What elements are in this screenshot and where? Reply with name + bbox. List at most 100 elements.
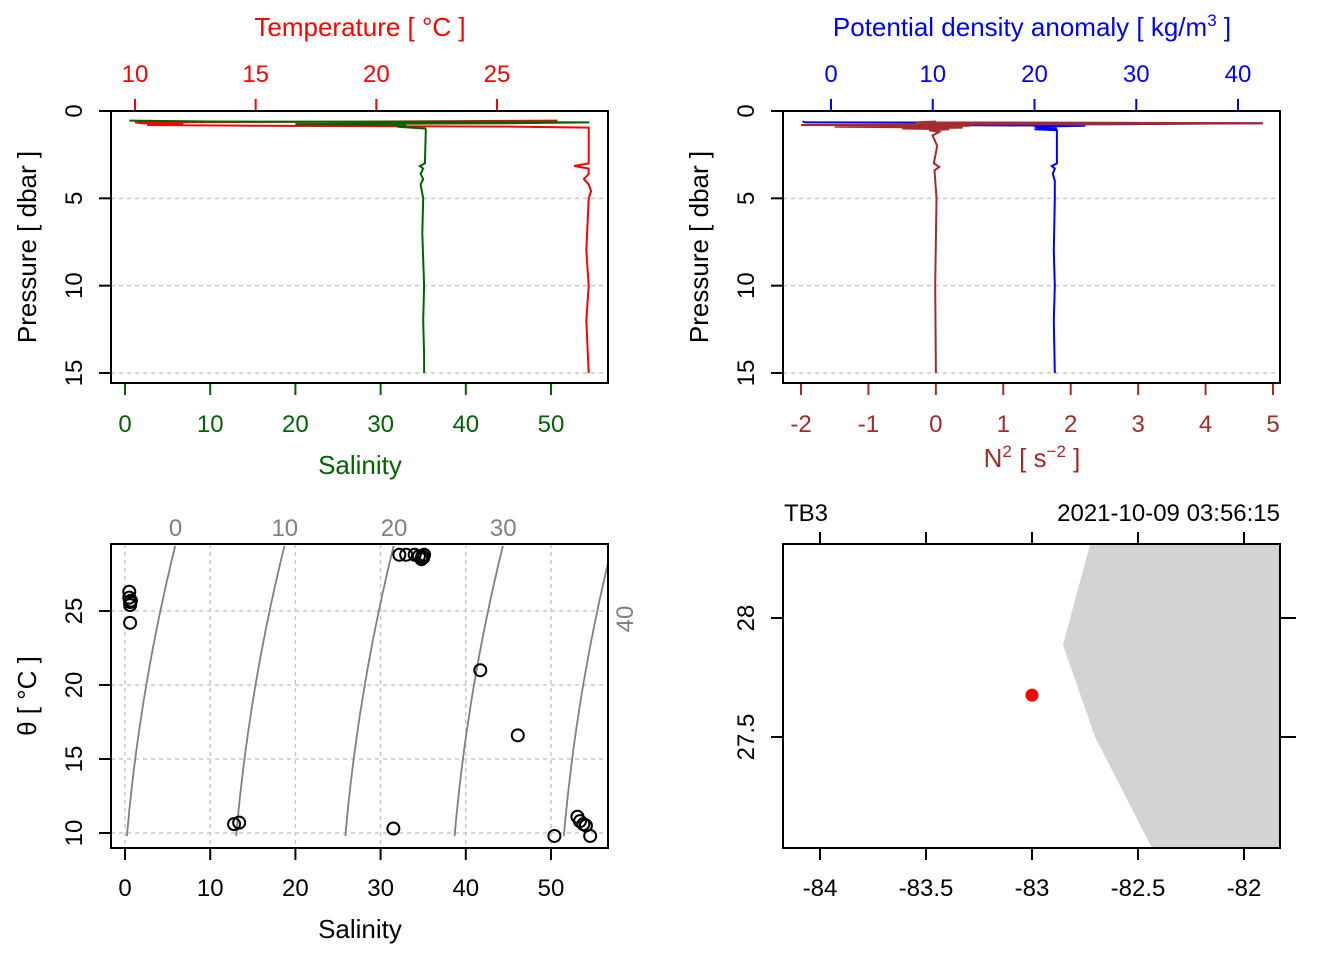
x-tick-label: 20	[282, 875, 309, 902]
salinity-tick-label: 0	[118, 411, 131, 438]
ts-point	[123, 615, 138, 630]
n2-superscript: 2	[1002, 442, 1011, 461]
theta-axis-title: θ [ °C ]	[12, 656, 42, 736]
y-tick-label: 20	[61, 672, 88, 699]
y-tick-label: 15	[61, 360, 88, 387]
plot-frame	[782, 543, 1281, 849]
temperature-tick-label: 15	[242, 61, 269, 88]
n2-tick-label: 5	[1266, 411, 1279, 438]
y-tick-label: 10	[733, 272, 760, 299]
n2-tick-label: 4	[1199, 411, 1212, 438]
lon-tick-label: -83.5	[899, 875, 954, 902]
contour-label: 10	[271, 515, 298, 542]
density-tick-label: 20	[1021, 61, 1048, 88]
lat-tick-label: 28	[733, 605, 760, 632]
ts-point	[232, 815, 247, 830]
salinity-tick-label: 20	[282, 411, 309, 438]
x-tick-label: 0	[118, 875, 131, 902]
title-end: ]	[1217, 12, 1231, 42]
y-tick-label: 10	[61, 272, 88, 299]
ts-point	[392, 547, 407, 562]
contour-label: 0	[169, 515, 182, 542]
density-contour	[453, 545, 504, 837]
lon-tick-label: -84	[803, 875, 838, 902]
density-contour	[235, 545, 286, 837]
temperature-tick-label: 25	[484, 61, 511, 88]
salinity-axis-title: Salinity	[318, 914, 402, 944]
lon-tick-label: -83	[1015, 875, 1050, 902]
n2-tick-label: 3	[1131, 411, 1144, 438]
temperature-salinity-panel: 0 5 10 15 0 10 20 30 40 50 10 15 20 25 Temperature [ °…	[12, 12, 609, 480]
y-tick-label: 0	[733, 104, 760, 117]
y-tick-label: 15	[61, 746, 88, 773]
salinity-tick-label: 50	[538, 411, 565, 438]
n2-tick-label: 2	[1064, 411, 1077, 438]
salinity-profile-line	[129, 119, 590, 373]
contour-label: 20	[381, 515, 408, 542]
ts-point	[415, 549, 430, 564]
x-tick-label: 40	[452, 875, 479, 902]
y-tick-label: 10	[61, 820, 88, 847]
plot-frame	[782, 110, 1281, 384]
station-marker	[1025, 688, 1039, 702]
plot-frame	[110, 110, 609, 384]
salinity-tick-label: 30	[367, 411, 394, 438]
density-tick-label: 10	[919, 61, 946, 88]
pressure-axis-title: Pressure [ dbar ]	[12, 151, 42, 343]
station-map-panel: -84 -83.5 -83 -82.5 -82 27.5 28 TB3 2021-10-09 0…	[733, 500, 1296, 902]
n2-unit-superscript: −2	[1047, 442, 1066, 461]
density-axis-title: Potential density anomaly [ kg/m3 ]	[833, 11, 1231, 42]
contour-label: 40	[612, 606, 639, 633]
density-tick-label: 40	[1225, 61, 1252, 88]
ts-point	[547, 828, 562, 843]
ts-point	[123, 593, 138, 608]
contour-label: 30	[490, 515, 517, 542]
temperature-profile-line	[134, 119, 593, 374]
lat-tick-label: 27.5	[733, 714, 760, 761]
station-datetime: 2021-10-09 03:56:15	[1057, 500, 1280, 527]
n2-tick-label: 0	[929, 411, 942, 438]
n2-profile-line	[800, 120, 1263, 374]
x-tick-label: 50	[538, 875, 565, 902]
y-tick-label: 15	[733, 360, 760, 387]
n2-unit: [ s	[1012, 443, 1047, 473]
ts-point	[473, 663, 488, 678]
temperature-axis-title: Temperature [ °C ]	[254, 12, 465, 42]
salinity-axis-title: Salinity	[318, 450, 402, 480]
x-tick-label: 10	[197, 875, 224, 902]
x-tick-label: 30	[367, 875, 394, 902]
n2-tick-label: -2	[790, 411, 811, 438]
title-text: Potential density anomaly [ kg/m	[833, 12, 1207, 42]
land-area	[1063, 544, 1280, 848]
density-tick-label: 0	[824, 61, 837, 88]
density-contour	[562, 559, 608, 837]
ts-point	[510, 728, 525, 743]
n2-axis-title: N2 [ s−2 ]	[984, 442, 1081, 473]
salinity-tick-label: 40	[452, 411, 479, 438]
y-tick-label: 0	[61, 104, 88, 117]
ts-point	[386, 821, 401, 836]
density-tick-label: 30	[1123, 61, 1150, 88]
title-superscript: 3	[1207, 11, 1216, 30]
density-n2-panel: 0 5 10 15 -2 -1 0 1 2 3 4 5 0 10 20 30 40 Potential densi…	[684, 11, 1281, 473]
ts-point	[583, 828, 598, 843]
salinity-tick-label: 10	[197, 411, 224, 438]
y-tick-label: 25	[61, 598, 88, 625]
station-name: TB3	[784, 500, 828, 527]
plot-frame	[110, 543, 609, 849]
n2-tick-label: -1	[858, 411, 879, 438]
temperature-tick-label: 20	[363, 61, 390, 88]
n2-tick-label: 1	[997, 411, 1010, 438]
ts-point	[122, 584, 137, 599]
y-tick-label: 5	[61, 192, 88, 205]
y-tick-label: 5	[733, 192, 760, 205]
n2-unit-end: ]	[1066, 443, 1080, 473]
lon-tick-label: -82.5	[1111, 875, 1166, 902]
pressure-axis-title: Pressure [ dbar ]	[684, 151, 714, 343]
n2-label: N	[984, 443, 1003, 473]
density-contour	[344, 545, 395, 837]
lon-tick-label: -82	[1227, 875, 1262, 902]
density-contour	[126, 545, 177, 837]
temperature-tick-label: 10	[122, 61, 149, 88]
